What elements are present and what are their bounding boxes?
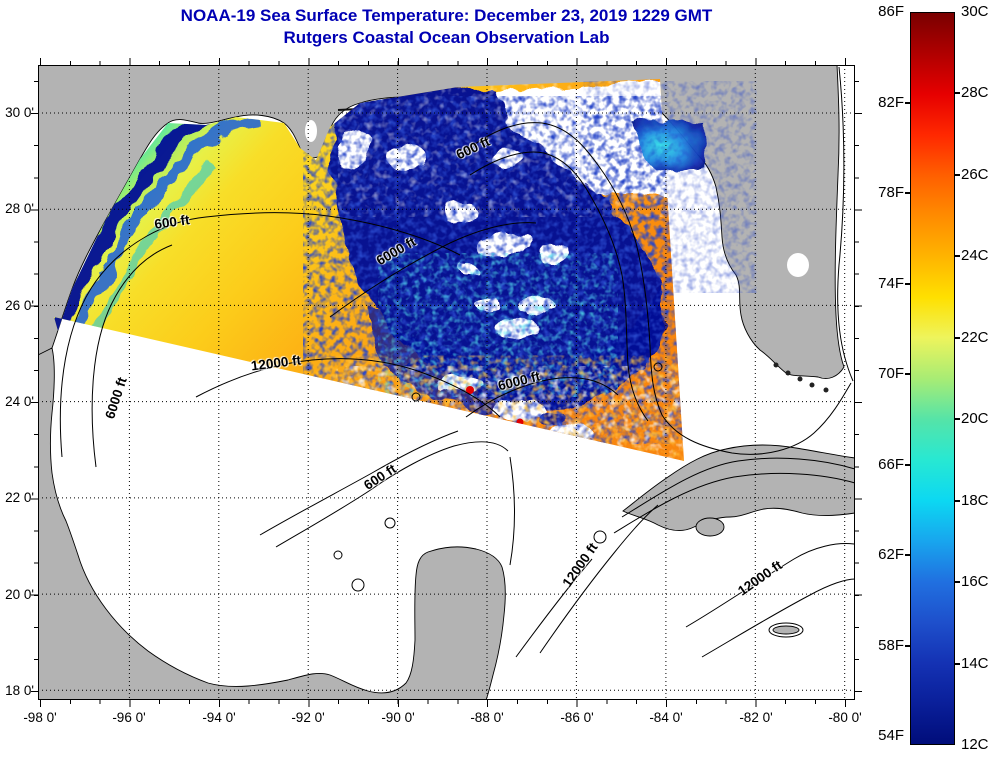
land-mexico-yucatan — [38, 347, 506, 700]
colorbar-f-label: 58F — [878, 636, 904, 654]
x-tick-label: -96 0' — [112, 710, 146, 725]
colorbar-c-label: 30C — [961, 3, 989, 20]
colorbar-tick — [954, 499, 960, 502]
colorbar-f-label: 54F — [878, 727, 904, 744]
y-tick-label: 28 0' — [5, 201, 34, 216]
colorbar-tick — [905, 192, 911, 194]
land-cuba — [622, 444, 855, 532]
colorbar-f-label: 78F — [878, 184, 904, 201]
colorbar-tick — [954, 662, 960, 665]
x-tick-label: -80 0' — [828, 710, 862, 725]
colorbar-c-label: 22C — [961, 328, 989, 346]
colorbar-f-label: 70F — [878, 365, 904, 382]
y-tick-label: 18 0' — [5, 683, 34, 698]
colorbar-tick — [905, 644, 911, 647]
colorbar-tick — [954, 418, 960, 421]
figure-subtitle: Rutgers Coastal Ocean Observation Lab — [283, 28, 610, 47]
colorbar-tick — [954, 173, 960, 176]
colorbar-c-label: 12C — [961, 736, 989, 753]
x-tick-label: -92 0' — [291, 710, 325, 725]
x-axis-minor-ticks-bottom — [38, 700, 855, 704]
gulf-map — [38, 65, 855, 700]
y-axis-minor-ticks-left — [34, 65, 38, 700]
land-cayman — [772, 625, 800, 635]
colorbar-c-label: 20C — [961, 410, 989, 428]
delta-white-patch — [305, 120, 317, 142]
x-tick-label: -82 0' — [739, 710, 773, 725]
colorbar-f-label: 86F — [878, 3, 904, 20]
colorbar-tick — [905, 554, 911, 556]
x-tick-label: -90 0' — [381, 710, 415, 725]
x-tick-label: -98 0' — [23, 710, 57, 725]
x-tick-label: -88 0' — [470, 710, 504, 725]
florida-keys — [773, 362, 829, 393]
y-tick-label: 30 0' — [5, 105, 34, 120]
x-tick-label: -94 0' — [202, 710, 236, 725]
bathymetry-contours — [59, 66, 855, 658]
y-tick-label: 24 0' — [5, 394, 34, 409]
colorbar-tick — [954, 581, 960, 584]
y-tick-label: 26 0' — [5, 298, 34, 313]
colorbar-f-label: 66F — [878, 455, 904, 473]
colorbar-c-label: 24C — [961, 247, 989, 265]
figure-title: NOAA-19 Sea Surface Temperature: Decembe… — [180, 6, 713, 25]
x-tick-label: -86 0' — [560, 710, 594, 725]
colorbar-c-label: 14C — [961, 654, 989, 672]
colorbar-tick — [905, 101, 911, 104]
colorbar-tick — [954, 255, 960, 258]
plot-frame — [38, 65, 855, 700]
colorbar-c-label: 16C — [961, 573, 989, 591]
y-axis-minor-ticks-right — [855, 65, 859, 700]
colorbar-f-label: 62F — [878, 546, 904, 563]
y-tick-label: 20 0' — [5, 587, 34, 602]
colorbar-tick — [905, 282, 911, 285]
colorbar-f-label: 74F — [878, 274, 904, 292]
colorbar-c-label: 26C — [961, 165, 989, 183]
lake-okeechobee — [787, 253, 809, 277]
colorbar-c-label: 28C — [961, 84, 989, 102]
colorbar-c-label: 18C — [961, 491, 989, 509]
colorbar-tick — [905, 373, 911, 375]
y-tick-label: 22 0' — [5, 490, 34, 505]
colorbar-f-label: 82F — [878, 93, 904, 111]
land-isla-juventud — [695, 517, 725, 537]
x-tick-label: -84 0' — [649, 710, 683, 725]
colorbar-tick — [905, 463, 911, 466]
x-axis-minor-ticks-top — [38, 61, 855, 65]
colorbar — [910, 12, 955, 745]
colorbar-tick — [954, 336, 960, 339]
graticule — [38, 65, 855, 700]
colorbar-tick — [954, 92, 960, 95]
